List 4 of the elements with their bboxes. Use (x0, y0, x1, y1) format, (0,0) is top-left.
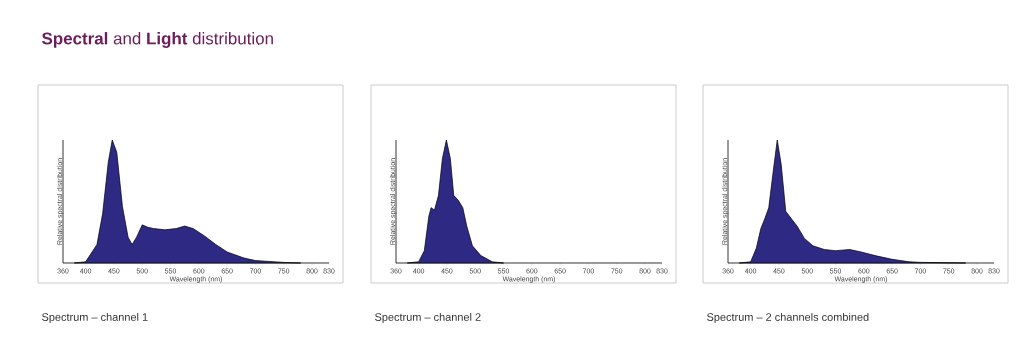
text: Spectrum – channel 2 (375, 312, 481, 324)
text: Spectrum – channel 1 (42, 312, 148, 324)
text: Spectrum – 2 channels combined (707, 312, 869, 324)
chart-title: Spectral and Light distribution (42, 32, 273, 48)
